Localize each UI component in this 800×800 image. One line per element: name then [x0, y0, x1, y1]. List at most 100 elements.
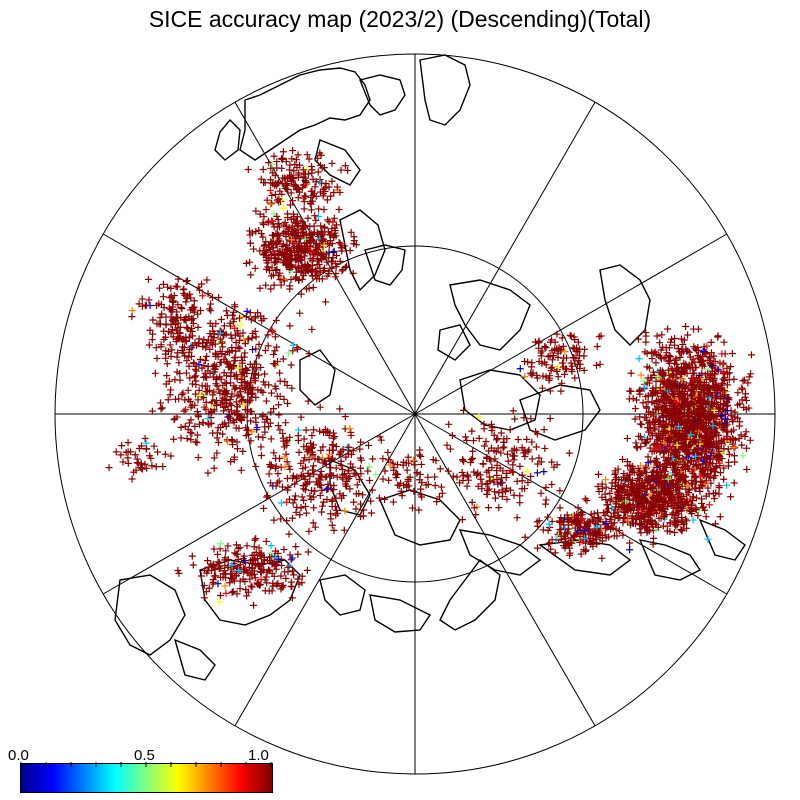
accuracy-marker: [747, 351, 755, 359]
accuracy-marker: [159, 293, 167, 301]
accuracy-marker: [684, 453, 692, 461]
accuracy-marker: [694, 351, 702, 359]
accuracy-marker: [289, 147, 297, 155]
accuracy-marker: [684, 331, 692, 339]
accuracy-marker: [295, 448, 303, 456]
accuracy-marker: [651, 426, 659, 434]
accuracy-marker: [623, 434, 631, 442]
accuracy-marker: [257, 443, 265, 451]
accuracy-marker: [282, 419, 290, 427]
accuracy-marker: [449, 472, 457, 480]
accuracy-marker: [650, 389, 658, 397]
accuracy-marker: [724, 395, 732, 403]
accuracy-marker: [684, 347, 692, 355]
accuracy-marker: [636, 390, 644, 398]
accuracy-marker: [261, 370, 269, 378]
accuracy-marker: [687, 374, 695, 382]
accuracy-marker: [518, 477, 526, 485]
accuracy-marker: [641, 348, 649, 356]
accuracy-marker: [676, 353, 684, 361]
accuracy-marker: [183, 323, 191, 331]
accuracy-marker: [463, 482, 471, 490]
accuracy-marker: [437, 483, 445, 491]
accuracy-marker: [720, 359, 728, 367]
accuracy-marker: [739, 377, 747, 385]
accuracy-marker: [541, 444, 549, 452]
accuracy-marker: [227, 331, 235, 339]
accuracy-marker: [743, 444, 751, 452]
accuracy-marker: [302, 509, 310, 517]
accuracy-marker: [646, 444, 654, 452]
accuracy-marker: [672, 429, 680, 437]
accuracy-marker: [482, 437, 490, 445]
accuracy-marker: [676, 489, 684, 497]
accuracy-marker: [257, 451, 265, 459]
accuracy-marker: [306, 492, 314, 500]
accuracy-marker: [635, 432, 643, 440]
accuracy-marker: [711, 468, 719, 476]
accuracy-marker: [672, 355, 680, 363]
accuracy-marker: [393, 470, 401, 478]
accuracy-marker: [218, 339, 226, 347]
accuracy-marker: [367, 509, 375, 517]
accuracy-marker: [365, 441, 373, 449]
accuracy-marker: [631, 404, 639, 412]
accuracy-marker: [705, 414, 713, 422]
accuracy-marker: [715, 431, 723, 439]
accuracy-marker: [516, 492, 524, 500]
accuracy-marker: [305, 527, 313, 535]
accuracy-marker: [270, 449, 278, 457]
accuracy-marker: [296, 309, 304, 317]
accuracy-marker: [207, 300, 215, 308]
accuracy-marker: [594, 470, 602, 478]
accuracy-marker: [715, 438, 723, 446]
accuracy-marker: [335, 451, 343, 459]
accuracy-marker: [328, 502, 336, 510]
accuracy-marker: [290, 571, 298, 579]
accuracy-marker: [698, 362, 706, 370]
accuracy-marker: [208, 293, 216, 301]
accuracy-marker: [644, 435, 652, 443]
accuracy-marker: [310, 504, 318, 512]
accuracy-marker: [540, 426, 548, 434]
accuracy-marker: [706, 405, 714, 413]
accuracy-marker: [652, 415, 660, 423]
accuracy-marker: [716, 513, 724, 521]
accuracy-marker: [653, 439, 661, 447]
accuracy-marker: [596, 360, 604, 368]
meridian-line: [102, 233, 416, 415]
accuracy-marker: [458, 516, 466, 524]
accuracy-marker: [664, 325, 672, 333]
accuracy-marker: [189, 319, 197, 327]
accuracy-marker: [309, 283, 317, 291]
accuracy-marker: [645, 364, 653, 372]
accuracy-marker: [153, 354, 161, 362]
accuracy-marker: [311, 212, 319, 220]
accuracy-marker: [704, 535, 712, 543]
accuracy-marker: [635, 355, 643, 363]
accuracy-marker: [257, 387, 265, 395]
accuracy-marker: [719, 368, 727, 376]
accuracy-marker: [670, 391, 678, 399]
accuracy-marker: [546, 387, 554, 395]
accuracy-marker: [693, 428, 701, 436]
accuracy-marker: [279, 154, 287, 162]
accuracy-marker: [722, 387, 730, 395]
accuracy-marker: [274, 422, 282, 430]
accuracy-marker: [602, 476, 610, 484]
accuracy-marker: [516, 499, 524, 507]
accuracy-marker: [656, 369, 664, 377]
accuracy-marker: [379, 455, 387, 463]
accuracy-marker: [741, 432, 749, 440]
accuracy-marker: [704, 442, 712, 450]
accuracy-marker: [158, 404, 166, 412]
accuracy-marker: [730, 452, 738, 460]
accuracy-marker: [581, 495, 589, 503]
accuracy-marker: [583, 497, 591, 505]
accuracy-marker: [663, 349, 671, 357]
accuracy-marker: [415, 506, 423, 514]
accuracy-marker: [128, 313, 136, 321]
accuracy-marker: [619, 455, 627, 463]
accuracy-marker: [727, 436, 735, 444]
accuracy-marker: [712, 428, 720, 436]
